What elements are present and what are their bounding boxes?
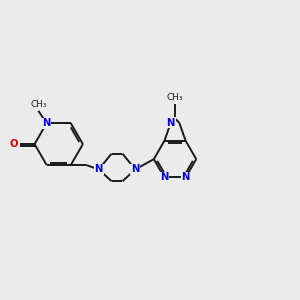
Text: CH₃: CH₃ [30, 100, 47, 109]
Text: CH₃: CH₃ [167, 93, 183, 102]
Text: N: N [94, 164, 103, 174]
Text: N: N [182, 172, 190, 182]
Text: N: N [131, 164, 140, 174]
Text: N: N [160, 172, 169, 182]
Text: O: O [10, 139, 18, 149]
Text: CH₃: CH₃ [29, 100, 48, 109]
Text: N: N [167, 118, 175, 128]
Text: N: N [43, 118, 51, 128]
